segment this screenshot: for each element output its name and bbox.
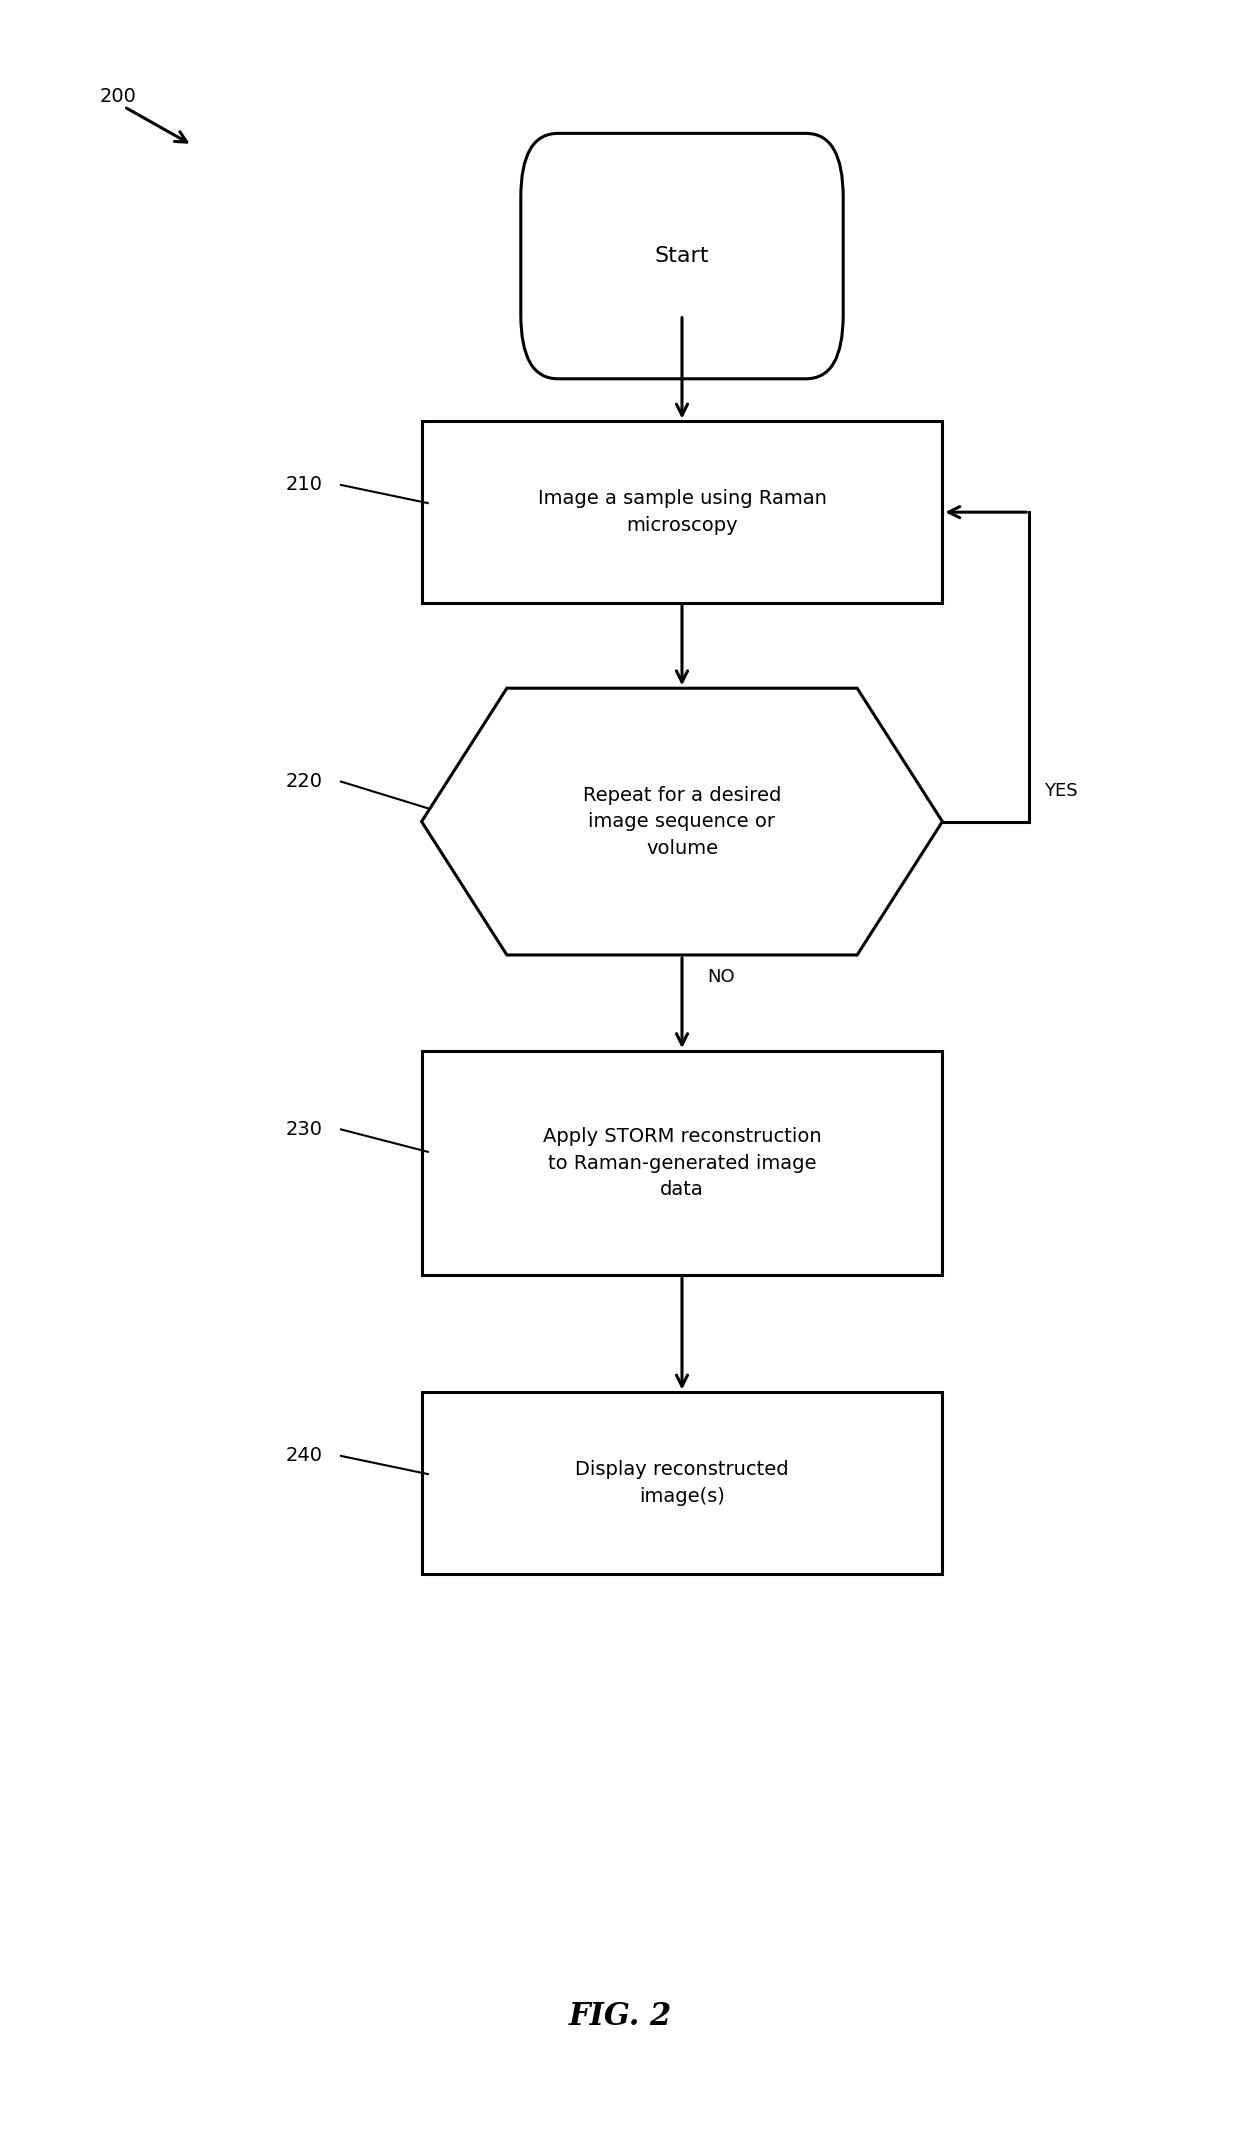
FancyBboxPatch shape [521,132,843,380]
Text: 200: 200 [99,87,136,105]
Polygon shape [422,687,942,954]
Text: NO: NO [707,969,734,986]
Text: 210: 210 [285,476,322,495]
Bar [422,1391,942,1575]
Text: Start: Start [655,245,709,267]
Text: Display reconstructed
image(s): Display reconstructed image(s) [575,1460,789,1507]
Text: Image a sample using Raman
microscopy: Image a sample using Raman microscopy [538,489,826,536]
Text: FIG. 2: FIG. 2 [568,2002,672,2032]
Text: Apply STORM reconstruction
to Raman-generated image
data: Apply STORM reconstruction to Raman-gene… [543,1127,821,1199]
Text: Repeat for a desired
image sequence or
volume: Repeat for a desired image sequence or v… [583,785,781,858]
Text: YES: YES [1044,783,1078,800]
Text: 230: 230 [285,1120,322,1140]
Bar [422,1050,942,1274]
Text: 220: 220 [285,773,322,792]
Text: 240: 240 [285,1447,322,1466]
Bar [422,423,942,602]
